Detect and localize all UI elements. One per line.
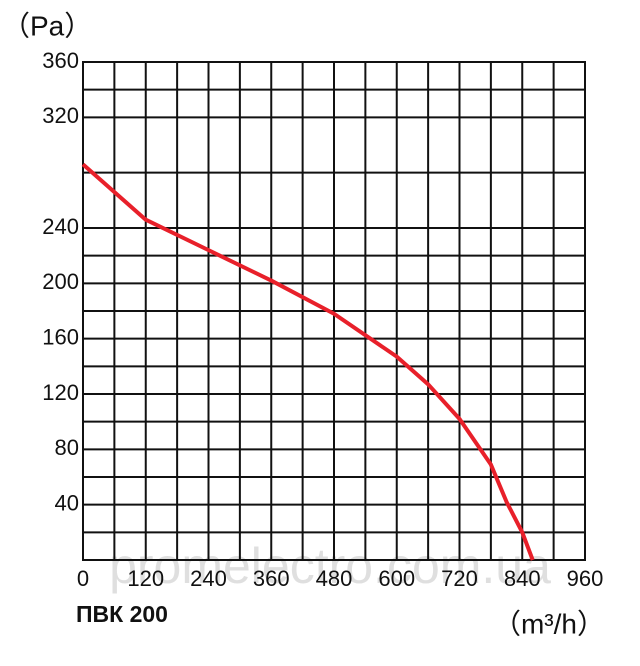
x-tick-label: 360 bbox=[253, 566, 290, 591]
x-tick-label: 0 bbox=[77, 566, 89, 591]
x-tick-label: 960 bbox=[567, 566, 604, 591]
y-tick-label: 160 bbox=[42, 324, 79, 349]
x-tick-label: 240 bbox=[190, 566, 227, 591]
x-tick-label: 840 bbox=[504, 566, 541, 591]
x-axis-label: （m³/h） bbox=[493, 608, 605, 639]
model-label: ПВК 200 bbox=[76, 601, 168, 627]
x-tick-label: 720 bbox=[441, 566, 478, 591]
y-tick-label: 360 bbox=[42, 48, 79, 73]
y-tick-label: 80 bbox=[55, 435, 79, 460]
watermark: promelectro.com.ua bbox=[109, 538, 551, 594]
curve bbox=[81, 162, 535, 561]
y-tick-label: 40 bbox=[55, 490, 79, 515]
y-tick-label: 240 bbox=[42, 214, 79, 239]
y-tick-label: 120 bbox=[42, 380, 79, 405]
y-tick-label: 320 bbox=[42, 103, 79, 128]
y-tick-label: 200 bbox=[42, 269, 79, 294]
x-tick-label: 600 bbox=[378, 566, 415, 591]
x-tick-label: 120 bbox=[127, 566, 164, 591]
y-axis-label: （Pa） bbox=[2, 10, 92, 41]
x-tick-label: 480 bbox=[316, 566, 353, 591]
